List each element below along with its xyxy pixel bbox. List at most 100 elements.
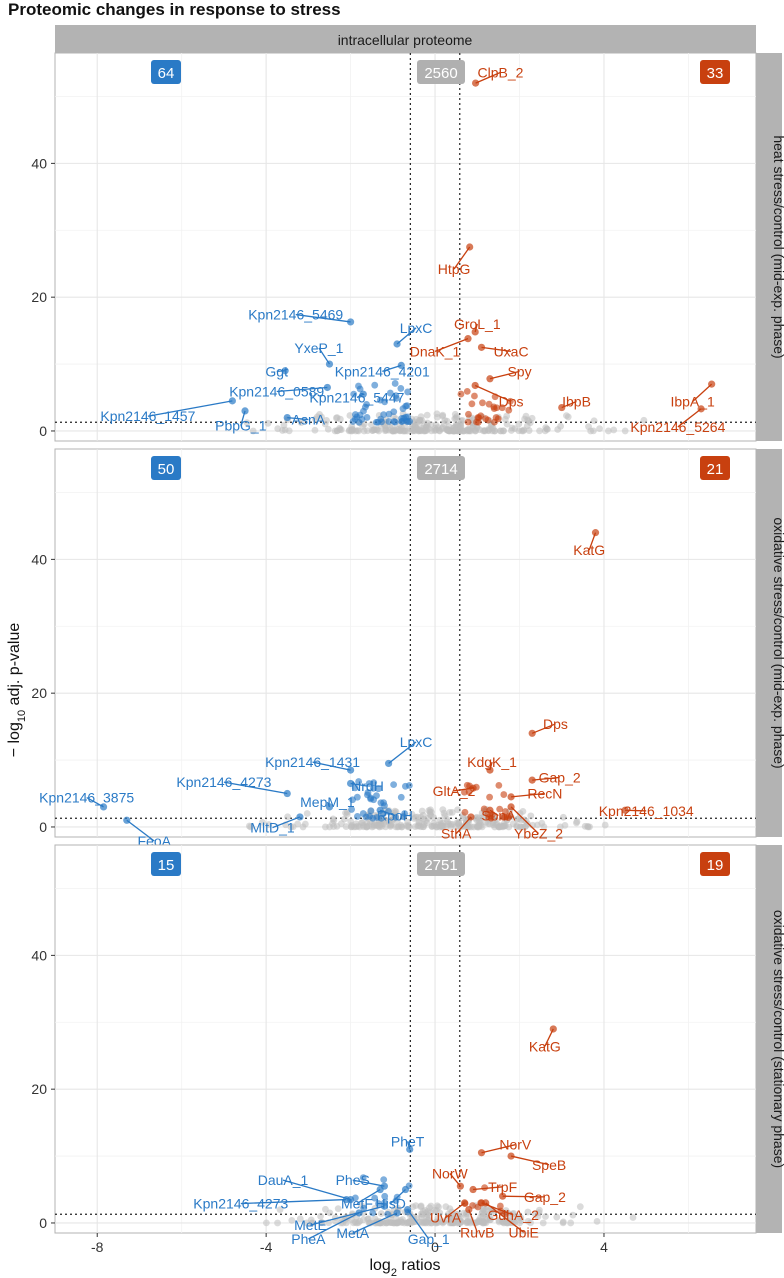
gene-label: PheT: [391, 1133, 425, 1149]
point-ns: [486, 1214, 494, 1222]
point-ns: [247, 823, 255, 831]
point-down: [352, 411, 359, 418]
point-up-labeled: [456, 1182, 464, 1190]
label-leader: [485, 1202, 525, 1233]
point-down: [398, 415, 406, 422]
point-down: [390, 408, 398, 416]
point-ns: [596, 425, 603, 433]
point-up-labeled: [465, 1205, 473, 1214]
point-up: [491, 418, 498, 426]
point-down-labeled: [325, 360, 334, 368]
label-leader: [468, 1209, 478, 1233]
point-down: [355, 778, 363, 785]
point-ns: [515, 420, 523, 428]
point-ns: [243, 419, 251, 427]
row-strip-label: oxidative stress/control (stationary pha…: [771, 910, 784, 1168]
y-tick-label: 20: [31, 1081, 47, 1097]
row-strip: [756, 53, 782, 441]
gene-label: KatG: [573, 542, 605, 558]
y-tick-label: 0: [39, 423, 47, 439]
point-ns: [503, 412, 511, 420]
point-up: [505, 406, 513, 414]
point-up-labeled: [482, 1199, 490, 1207]
point-ns: [382, 1217, 390, 1225]
x-axis-title: log2 ratios: [369, 1257, 440, 1278]
point-up-labeled: [471, 381, 479, 390]
panel-background: [54, 52, 757, 442]
point-down: [353, 793, 361, 801]
point-ns: [500, 1219, 508, 1227]
point-up-labeled: [477, 1149, 486, 1157]
y-axis-title-sub: 10: [16, 710, 28, 722]
point-down-labeled: [228, 397, 236, 405]
point-ns: [543, 425, 551, 433]
point-ns: [428, 822, 436, 830]
point-ns: [513, 822, 521, 830]
gene-label: KdgK_1: [467, 754, 517, 770]
point-ns: [352, 823, 360, 831]
y-tick-label: 0: [39, 819, 47, 835]
gene-label: RpoH: [377, 808, 413, 824]
point-down: [361, 403, 369, 411]
point-ns: [610, 426, 618, 434]
x-axis: -8 -4 0 4: [91, 1233, 608, 1255]
point-ns: [334, 1205, 342, 1213]
y-tick-label: 0: [39, 1215, 47, 1231]
point-up-labeled: [708, 380, 716, 388]
point-up-labeled: [486, 806, 494, 814]
label-leader: [511, 792, 545, 798]
point-ns: [409, 427, 417, 435]
point-up: [496, 805, 504, 813]
point-up-labeled: [472, 79, 480, 87]
point-ns: [516, 1219, 524, 1227]
point-ns: [569, 1211, 577, 1219]
point-down-labeled: [325, 803, 334, 811]
label-leader: [481, 1144, 516, 1154]
point-ns: [439, 424, 447, 431]
point-down-labeled: [323, 383, 331, 392]
point-down: [405, 782, 413, 789]
point-down: [390, 418, 398, 425]
panel-background: [54, 844, 757, 1234]
point-up: [461, 808, 469, 816]
point-ns: [303, 810, 311, 817]
point-ns: [516, 1213, 523, 1221]
point-ns: [416, 818, 423, 826]
gene-label: DnaK_1: [410, 343, 461, 359]
point-down-labeled: [376, 806, 384, 814]
label-leader: [473, 1186, 503, 1191]
label-leader: [407, 1209, 430, 1240]
point-ns: [375, 427, 383, 435]
point-ns: [408, 810, 416, 818]
gene-label: AsnA: [292, 412, 326, 428]
point-ns: [456, 425, 464, 433]
y-axis-title-rest: adj. p-value: [6, 623, 23, 710]
point-ns: [377, 1210, 385, 1217]
point-down-labeled: [281, 367, 289, 375]
point-down: [380, 1176, 388, 1184]
label-leader: [276, 386, 328, 393]
point-ns: [393, 425, 401, 433]
point-down: [386, 389, 394, 397]
gene-label: Gap_2: [524, 1189, 566, 1205]
gene-label: Kpn2146_3875: [39, 790, 134, 806]
x-axis-title-rest: ratios: [397, 1257, 441, 1274]
point-ns: [507, 427, 515, 434]
gene-label: HtpG: [438, 261, 471, 277]
point-ns: [398, 823, 406, 831]
label-leader: [475, 71, 501, 84]
point-ns: [330, 823, 338, 831]
point-up: [487, 814, 495, 822]
label-leader: [455, 816, 472, 835]
point-ns: [475, 819, 483, 826]
point-down: [364, 789, 372, 796]
point-down: [375, 1200, 382, 1207]
point-ns: [359, 819, 366, 827]
point-down-labeled: [347, 779, 355, 788]
point-down-labeled: [393, 340, 401, 348]
gene-label: PheS: [336, 1172, 370, 1188]
point-ns: [365, 822, 373, 830]
gene-label: KatG: [529, 1038, 561, 1054]
point-up-labeled: [528, 776, 536, 784]
